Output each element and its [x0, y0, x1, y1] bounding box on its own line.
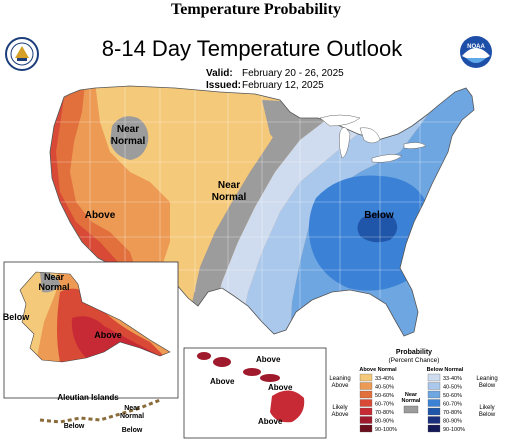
aleutian-near-1: Near [124, 405, 140, 412]
legend-likely-below-1: Likely [479, 405, 494, 411]
great-lakes [319, 114, 427, 163]
legend-below-swatch [427, 373, 441, 382]
map-title: 8-14 Day Temperature Outlook [102, 36, 403, 61]
noaa-logo-icon: NOAA [460, 36, 492, 68]
legend-below-swatch [427, 416, 441, 424]
legend-above-label: 80-90% [375, 419, 394, 425]
ak-label-below: Below [3, 312, 31, 322]
hi-label-4: Above [258, 417, 283, 426]
aleutian-below-right: Below [122, 427, 143, 434]
below-40-50 [240, 86, 440, 336]
legend-below-label: 70-80% [443, 410, 462, 416]
ak-label-above: Above [94, 330, 122, 340]
label-near-normal-central-1: Near [218, 180, 240, 191]
legend-above-swatch [359, 390, 373, 399]
hawaii-inset [183, 347, 327, 439]
legend-below-label: 40-50% [443, 385, 462, 391]
legend-below-label: 50-60% [443, 393, 462, 399]
legend-likely-above-2: Above [331, 412, 349, 418]
aleutian-near-2: Normal [120, 413, 144, 420]
legend-leaning-below-2: Below [479, 383, 496, 389]
label-near-normal-west-2: Normal [111, 136, 146, 147]
legend-above-swatch [359, 407, 373, 416]
legend-below-swatch [427, 382, 441, 390]
legend-below-swatch [427, 407, 441, 416]
below-33-40 [212, 86, 380, 332]
legend-below-swatch [427, 424, 441, 433]
legend-above-header: Above Normal [359, 367, 397, 373]
legend-below-label: 33-40% [443, 376, 462, 382]
valid-value: February 20 - 26, 2025 [242, 68, 344, 79]
legend-above-label: 70-80% [375, 410, 394, 416]
page-header: Temperature Probability [171, 1, 341, 18]
legend-subtitle: (Percent Chance) [389, 357, 440, 364]
legend-above-label: 40-50% [375, 385, 394, 391]
legend-leaning-above-1: Leaning [329, 376, 350, 382]
label-below-east: Below [364, 210, 394, 221]
legend-near-swatch [403, 405, 419, 414]
hi-label-1: Above [256, 355, 281, 364]
legend-near-1: Near [405, 392, 418, 398]
legend-above-label: 90-100% [375, 427, 397, 433]
legend-below-header: Below Normal [427, 367, 464, 373]
near-normal-central [190, 86, 340, 322]
legend-above-swatch [359, 399, 373, 407]
ak-label-near-1: Near [44, 272, 65, 282]
legend: Probability (Percent Chance) Above Norma… [329, 349, 497, 433]
noaa-commerce-seal-icon [5, 37, 39, 71]
legend-above-swatch [359, 416, 373, 424]
hi-label-2: Above [210, 377, 235, 386]
temperature-outlook-map: NOAA 8-14 Day Temperature Outlook Valid:… [3, 36, 498, 439]
near-normal-west [110, 116, 149, 160]
legend-above-swatch [359, 373, 373, 382]
issued-value: February 12, 2025 [242, 80, 324, 91]
hi-label-3: Above [268, 383, 293, 392]
aleutian-below-left: Below [64, 423, 85, 430]
svg-text:NOAA: NOAA [467, 44, 485, 50]
legend-below-label: 90-100% [443, 427, 465, 433]
label-near-normal-west-1: Near [117, 124, 139, 135]
legend-above-swatch [359, 382, 373, 390]
legend-leaning-below-1: Leaning [476, 376, 497, 382]
alaska-inset [3, 261, 179, 424]
legend-below-label: 60-70% [443, 402, 462, 408]
legend-above-swatch [359, 424, 373, 433]
legend-below-swatch [427, 399, 441, 407]
legend-below-label: 80-90% [443, 419, 462, 425]
ak-label-near-2: Normal [38, 282, 69, 292]
label-above-west: Above [85, 210, 116, 221]
legend-title: Probability [396, 349, 432, 356]
legend-likely-below-2: Below [479, 412, 496, 418]
legend-above-label: 50-60% [375, 393, 394, 399]
valid-label: Valid: [206, 68, 233, 79]
legend-likely-above-1: Likely [332, 405, 347, 411]
aleutian-title: Aleutian Islands [57, 393, 119, 402]
legend-below-swatch [427, 390, 441, 399]
legend-above-label: 60-70% [375, 402, 394, 408]
legend-above-label: 33-40% [375, 376, 394, 382]
label-near-normal-central-2: Normal [212, 192, 247, 203]
legend-leaning-above-2: Above [331, 383, 349, 389]
issued-label: Issued: [206, 80, 241, 91]
legend-near-2: Normal [402, 398, 421, 404]
below-70-80 [357, 213, 398, 243]
